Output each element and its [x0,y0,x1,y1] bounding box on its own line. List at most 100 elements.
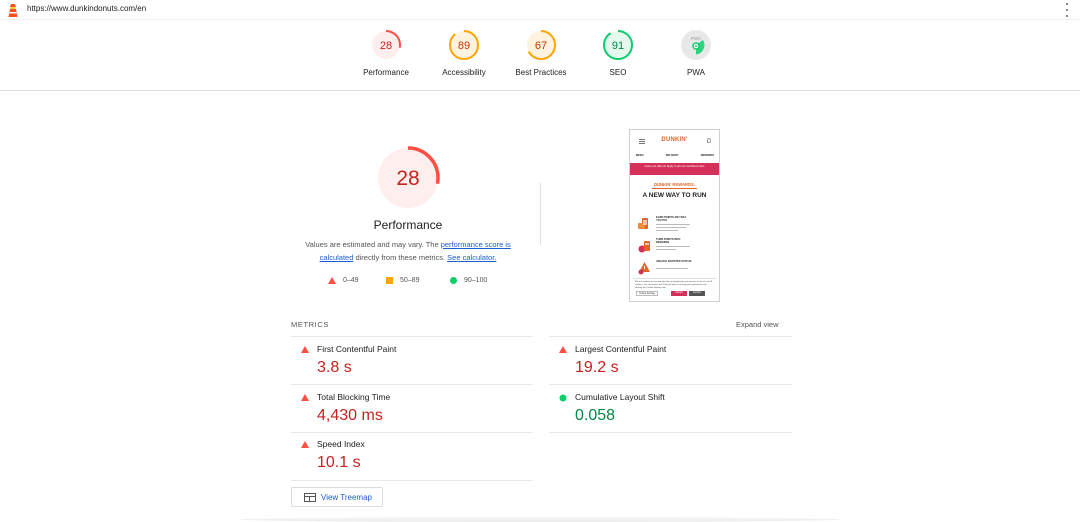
metric-value: 3.8 s [317,359,352,376]
rewards-cup-icon [638,241,650,253]
page-screenshot[interactable]: DUNKIN' MENU DELIVERY REWARDS Come run w… [629,129,720,302]
score-gauges: 28 Performance 89 Accessibility 67 Best … [0,20,1080,91]
gauge-ring: 89 [449,30,479,60]
pwa-badge-icon: PWA [681,30,711,60]
gauge-seo[interactable]: 91 SEO [578,29,658,77]
performance-title: Performance [373,218,443,232]
rewards-heading: DUNKIN' REWARDS. [653,182,695,187]
screenshot-brand: DUNKIN' [661,137,688,143]
metric-divider [549,384,792,385]
metric-divider [549,432,792,433]
fail-triangle-icon [301,394,309,401]
legend-average: 50–89 [386,277,419,284]
performance-score-link[interactable]: performance score is calculated [319,240,511,262]
treemap-icon [304,493,316,502]
fail-triangle-icon [301,441,309,448]
screenshot-row: EARN POINTS ANY WAY YOU PAY [636,216,716,238]
view-treemap-button[interactable]: View Treemap [291,487,383,507]
legend-pass: 90–100 [450,277,487,284]
gauge-ring: 67 [526,30,556,60]
rewards-underline [652,188,697,189]
lighthouse-logo-icon [8,4,18,17]
performance-description: Values are estimated and may vary. The p… [290,238,526,264]
gauge-label: PWA [687,68,705,77]
gauge-ring: 91 [603,30,633,60]
metric-name: Cumulative Layout Shift [575,392,665,402]
row-title: UNLOCK BOOSTED STATUS [656,260,692,263]
cookie-banner: We use cookies on our website. By clicki… [633,278,716,298]
screenshot-row: UNLOCK BOOSTED STATUS [636,260,716,282]
url-bar: https://www.dunkindonuts.com/en [0,0,1080,20]
vertical-divider [540,183,541,245]
desc-text: Values are estimated and may vary. The [305,240,441,249]
desc-text: directly from these metrics. [353,253,448,262]
treemap-label: View Treemap [321,493,372,502]
metric-divider [291,480,532,481]
metric-name: Speed Index [317,439,365,449]
metric-value: 10.1 s [317,454,361,471]
metric-largest-contentful-paint: Largest Contentful Paint 19.2 s [549,339,789,385]
phone-card-icon [638,218,648,229]
nav-item: DELIVERY [665,154,679,157]
gauge-score: 91 [612,40,624,52]
fail-triangle-icon [559,346,567,353]
cookie-accept-button: Accept [671,291,687,296]
gauge-best-practices[interactable]: 67 Best Practices [501,29,581,77]
hamburger-icon [639,139,645,144]
gauge-accessibility[interactable]: 89 Accessibility [424,29,504,77]
location-pin-icon [707,138,711,143]
row-body [656,268,692,277]
gauge-label: Best Practices [515,68,567,77]
screenshot-nav: MENU DELIVERY REWARDS [636,154,714,157]
square-icon [386,277,393,284]
metrics-header: METRICS [291,320,329,329]
screenshot-banner: Come run with us! Apply to join our work… [630,163,719,175]
metric-cumulative-layout-shift: Cumulative Layout Shift 0.058 [549,387,789,433]
metric-name: Largest Contentful Paint [575,344,667,354]
metric-name: Total Blocking Time [317,392,391,402]
metric-value: 4,430 ms [317,407,383,424]
metric-divider [291,336,532,337]
gauge-label: SEO [609,68,627,77]
legend-fail: 0–49 [328,277,359,284]
circle-icon [450,277,457,284]
screenshot-headline: A NEW WAY TO RUN [642,192,707,199]
metric-divider [291,384,532,385]
boosted-status-icon [638,262,650,275]
gauge-performance[interactable]: 28 Performance [346,29,426,77]
performance-score-gauge: 28 [376,146,440,210]
score-legend: 0–49 50–89 90–100 [322,277,522,287]
see-calculator-link[interactable]: See calculator. [447,253,497,262]
performance-score: 28 [396,167,419,190]
row-title: TURN POINTS INTO REWARDS [656,238,681,245]
gauge-label: Performance [363,68,409,77]
row-body [656,224,692,233]
nav-item: MENU [636,154,644,157]
metric-name: First Contentful Paint [317,344,397,354]
gauge-label: Accessibility [442,68,486,77]
cookie-text: We use cookies on our website. By clicki… [635,281,712,289]
fail-triangle-icon [301,346,309,353]
cookie-decline-button: Decline [689,291,705,296]
metric-value: 0.058 [575,407,616,424]
metric-divider [549,336,792,337]
metric-total-blocking-time: Total Blocking Time 4,430 ms [291,387,531,433]
row-title: EARN POINTS ANY WAY YOU PAY [656,216,687,223]
nav-item: REWARDS [700,154,714,157]
pwa-badge-text: PWA [691,36,701,41]
metric-speed-index: Speed Index 10.1 s [291,434,531,480]
screenshot-header: DUNKIN' [630,130,719,152]
page-url: https://www.dunkindonuts.com/en [27,4,147,13]
screenshot-row: TURN POINTS INTO REWARDS [636,238,716,260]
metric-divider [291,432,532,433]
expand-view-toggle[interactable]: Expand view [736,320,779,329]
metric-value: 19.2 s [575,359,619,376]
legend-label: 0–49 [343,277,359,284]
triangle-icon [328,277,336,284]
more-options-icon[interactable] [1065,3,1069,17]
gauge-score: 67 [535,40,547,52]
metric-first-contentful-paint: First Contentful Paint 3.8 s [291,339,531,385]
legend-label: 50–89 [400,277,420,284]
gauge-pwa[interactable]: PWA PWA [656,29,736,77]
gauge-ring: 28 [371,30,401,60]
